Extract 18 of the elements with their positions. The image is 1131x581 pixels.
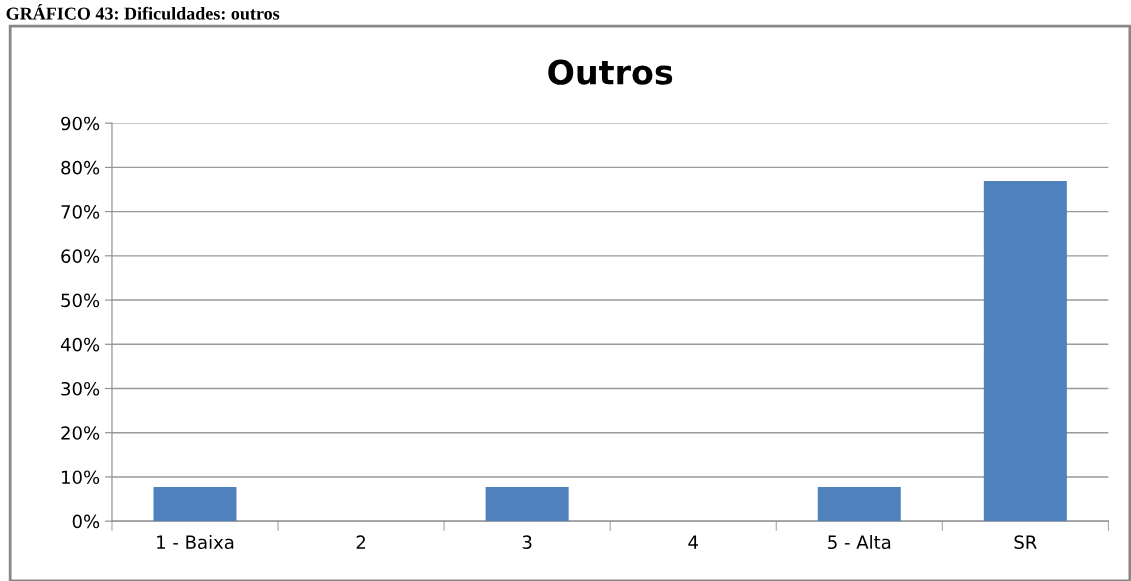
y-tick-label: 10% [62,470,100,485]
y-tick-label: 90% [61,116,100,131]
y-tick-label: 20% [61,426,100,440]
text: GRÁFICO 43: Dificuldades: outros [6,4,280,20]
y-tick-label: 30% [61,381,100,396]
x-tick-label: 2 [356,535,366,549]
y-tick-label: 50% [61,293,100,308]
y-tick-label: 40% [60,337,100,352]
chart-title: Outros [548,59,673,85]
x-tick-label: 3 [522,535,532,550]
x-tick-label: 4 [688,535,698,549]
x-tick-label: 1 - Baixa [157,535,234,550]
x-tick-label: 5 - Alta [828,535,891,550]
y-tick-label: 60% [61,249,100,263]
x-tick-label: SR [1014,535,1037,550]
y-tick-label: 0% [72,514,100,529]
y-tick-label: 70% [61,205,100,219]
y-tick-label: 80% [61,160,100,175]
